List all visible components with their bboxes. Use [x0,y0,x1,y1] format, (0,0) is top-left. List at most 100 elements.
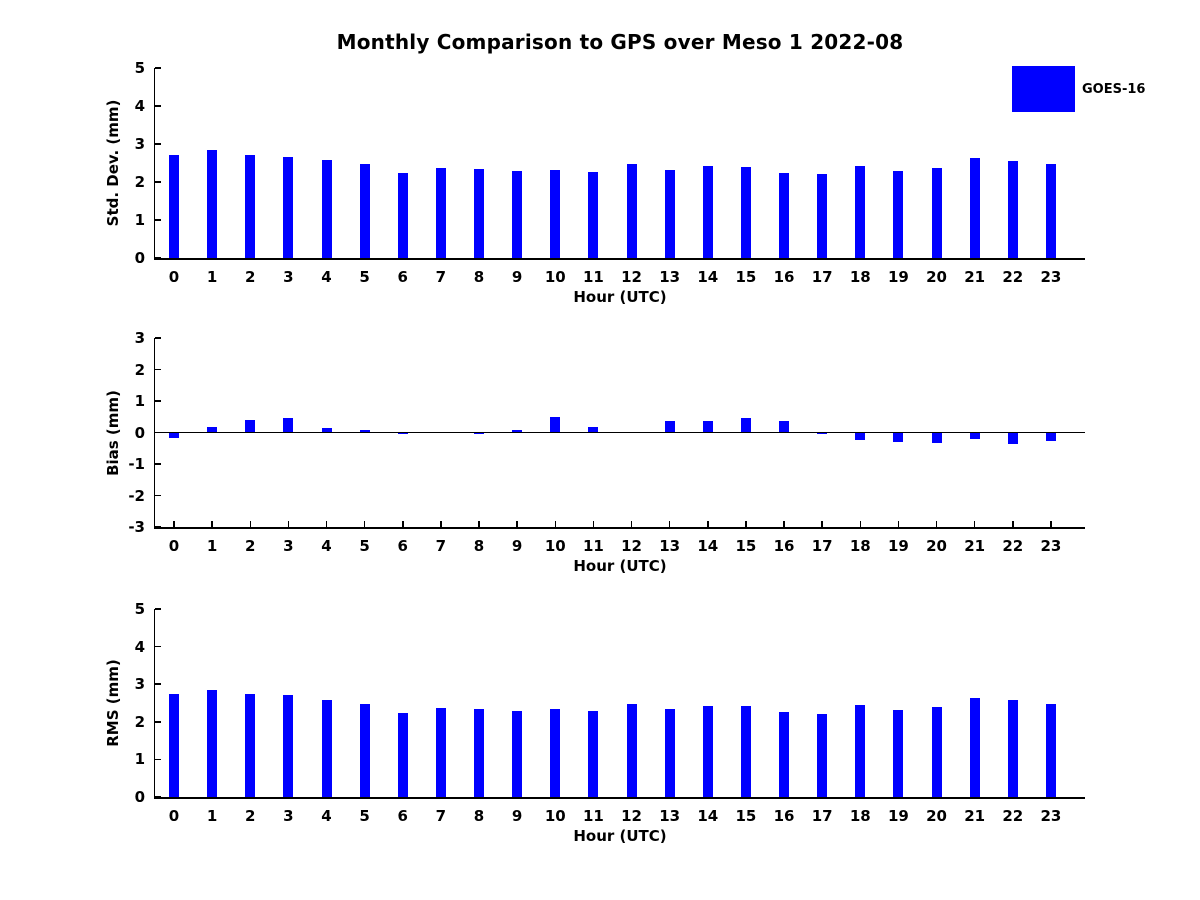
x-axis [153,797,1085,799]
bar-hour-8 [474,432,484,434]
x-tick-label: 23 [1040,807,1062,825]
bar-hour-22 [1007,700,1018,797]
bar-hour-12 [626,163,637,258]
bar-hour-2 [245,154,256,258]
y-tick-mark [155,463,161,465]
x-axis-label: Hour (UTC) [573,827,667,845]
bar-hour-19 [893,432,904,442]
bar-hour-5 [359,704,370,797]
x-tick-label: 13 [659,268,681,286]
x-tick-label: 4 [321,268,332,286]
bar-hour-21 [969,158,980,258]
y-tick-label: 5 [134,600,145,618]
bar-hour-6 [397,173,408,258]
x-tick-label: 20 [926,268,947,286]
bar-hour-8 [474,709,484,797]
x-tick-label: 11 [582,268,604,286]
bar-hour-1 [207,150,218,258]
bar-hour-1 [207,426,218,433]
x-tick-label: 4 [321,537,332,555]
x-tick-label: 15 [735,807,757,825]
y-tick-mark [155,796,161,798]
bar-hour-3 [283,695,294,797]
y-tick-label: 2 [134,360,145,379]
bar-hour-0 [169,432,179,438]
x-tick-mark [783,521,785,527]
bar-hour-15 [740,706,751,797]
bar-hour-4 [321,427,332,433]
bar-hour-23 [1045,703,1056,797]
x-tick-label: 7 [435,268,447,286]
bar-hour-21 [969,432,980,440]
x-tick-mark [325,521,328,527]
bar-hour-0 [169,694,179,797]
bar-hour-23 [1045,432,1056,442]
x-tick-mark [1050,521,1052,527]
x-tick-label: 17 [811,807,833,825]
x-tick-label: 0 [168,537,180,555]
x-tick-label: 18 [849,537,871,555]
x-tick-label: 10 [544,268,566,286]
x-tick-label: 13 [659,537,681,555]
x-tick-mark [707,521,709,527]
legend-label-goes16: GOES-16 [1082,82,1146,97]
y-tick-mark [155,645,161,648]
x-tick-mark [859,521,861,527]
bar-hour-22 [1007,432,1018,445]
bar-hour-4 [321,160,332,258]
bar-hour-5 [359,429,370,433]
x-tick-label: 14 [697,537,719,555]
x-tick-label: 15 [735,268,757,286]
bar-hour-6 [397,713,408,797]
bar-hour-9 [512,170,523,258]
y-tick-label: -3 [128,518,145,536]
x-tick-label: 5 [359,807,370,825]
bar-hour-10 [550,417,561,433]
x-tick-mark [630,521,633,527]
x-tick-label: 8 [473,268,485,286]
bar-hour-10 [550,708,561,797]
x-tick-label: 12 [621,268,642,286]
x-tick-label: 15 [735,537,757,555]
x-tick-label: 10 [544,807,566,825]
x-tick-label: 17 [811,268,833,286]
bar-hour-17 [817,714,828,797]
y-axis [153,609,155,799]
x-tick-label: 11 [582,807,604,825]
bar-hour-11 [588,711,599,797]
y-axis [153,68,155,260]
x-tick-label: 6 [397,807,408,825]
y-tick-mark [155,494,161,497]
bar-hour-14 [702,421,713,433]
bar-hour-15 [740,167,751,258]
bar-hour-18 [855,705,866,797]
y-tick-label: 3 [134,675,145,694]
bar-hour-2 [245,419,256,433]
x-tick-mark [821,521,823,527]
x-tick-mark [935,521,938,527]
x-tick-label: 19 [887,807,909,825]
bar-hour-9 [512,429,523,433]
bar-hour-14 [702,166,713,258]
x-tick-label: 12 [621,537,642,555]
y-tick-label: 1 [134,392,145,410]
x-tick-label: 16 [773,537,795,555]
x-tick-label: 20 [926,537,947,555]
x-tick-label: 7 [435,537,447,555]
x-tick-label: 5 [359,537,370,555]
y-tick-label: 3 [134,329,145,347]
bar-hour-17 [817,174,828,258]
x-tick-label: 6 [397,537,408,555]
bar-hour-20 [931,168,942,258]
x-tick-label: 10 [544,537,566,555]
bar-hour-1 [207,690,218,797]
bar-hour-15 [740,417,751,433]
x-tick-label: 18 [849,807,871,825]
bar-hour-18 [855,166,866,258]
x-tick-label: 2 [245,537,256,555]
x-tick-label: 21 [964,268,986,286]
x-tick-mark [363,521,366,527]
bar-hour-23 [1045,164,1056,258]
bar-hour-18 [855,432,866,441]
y-tick-label: 3 [134,135,145,153]
